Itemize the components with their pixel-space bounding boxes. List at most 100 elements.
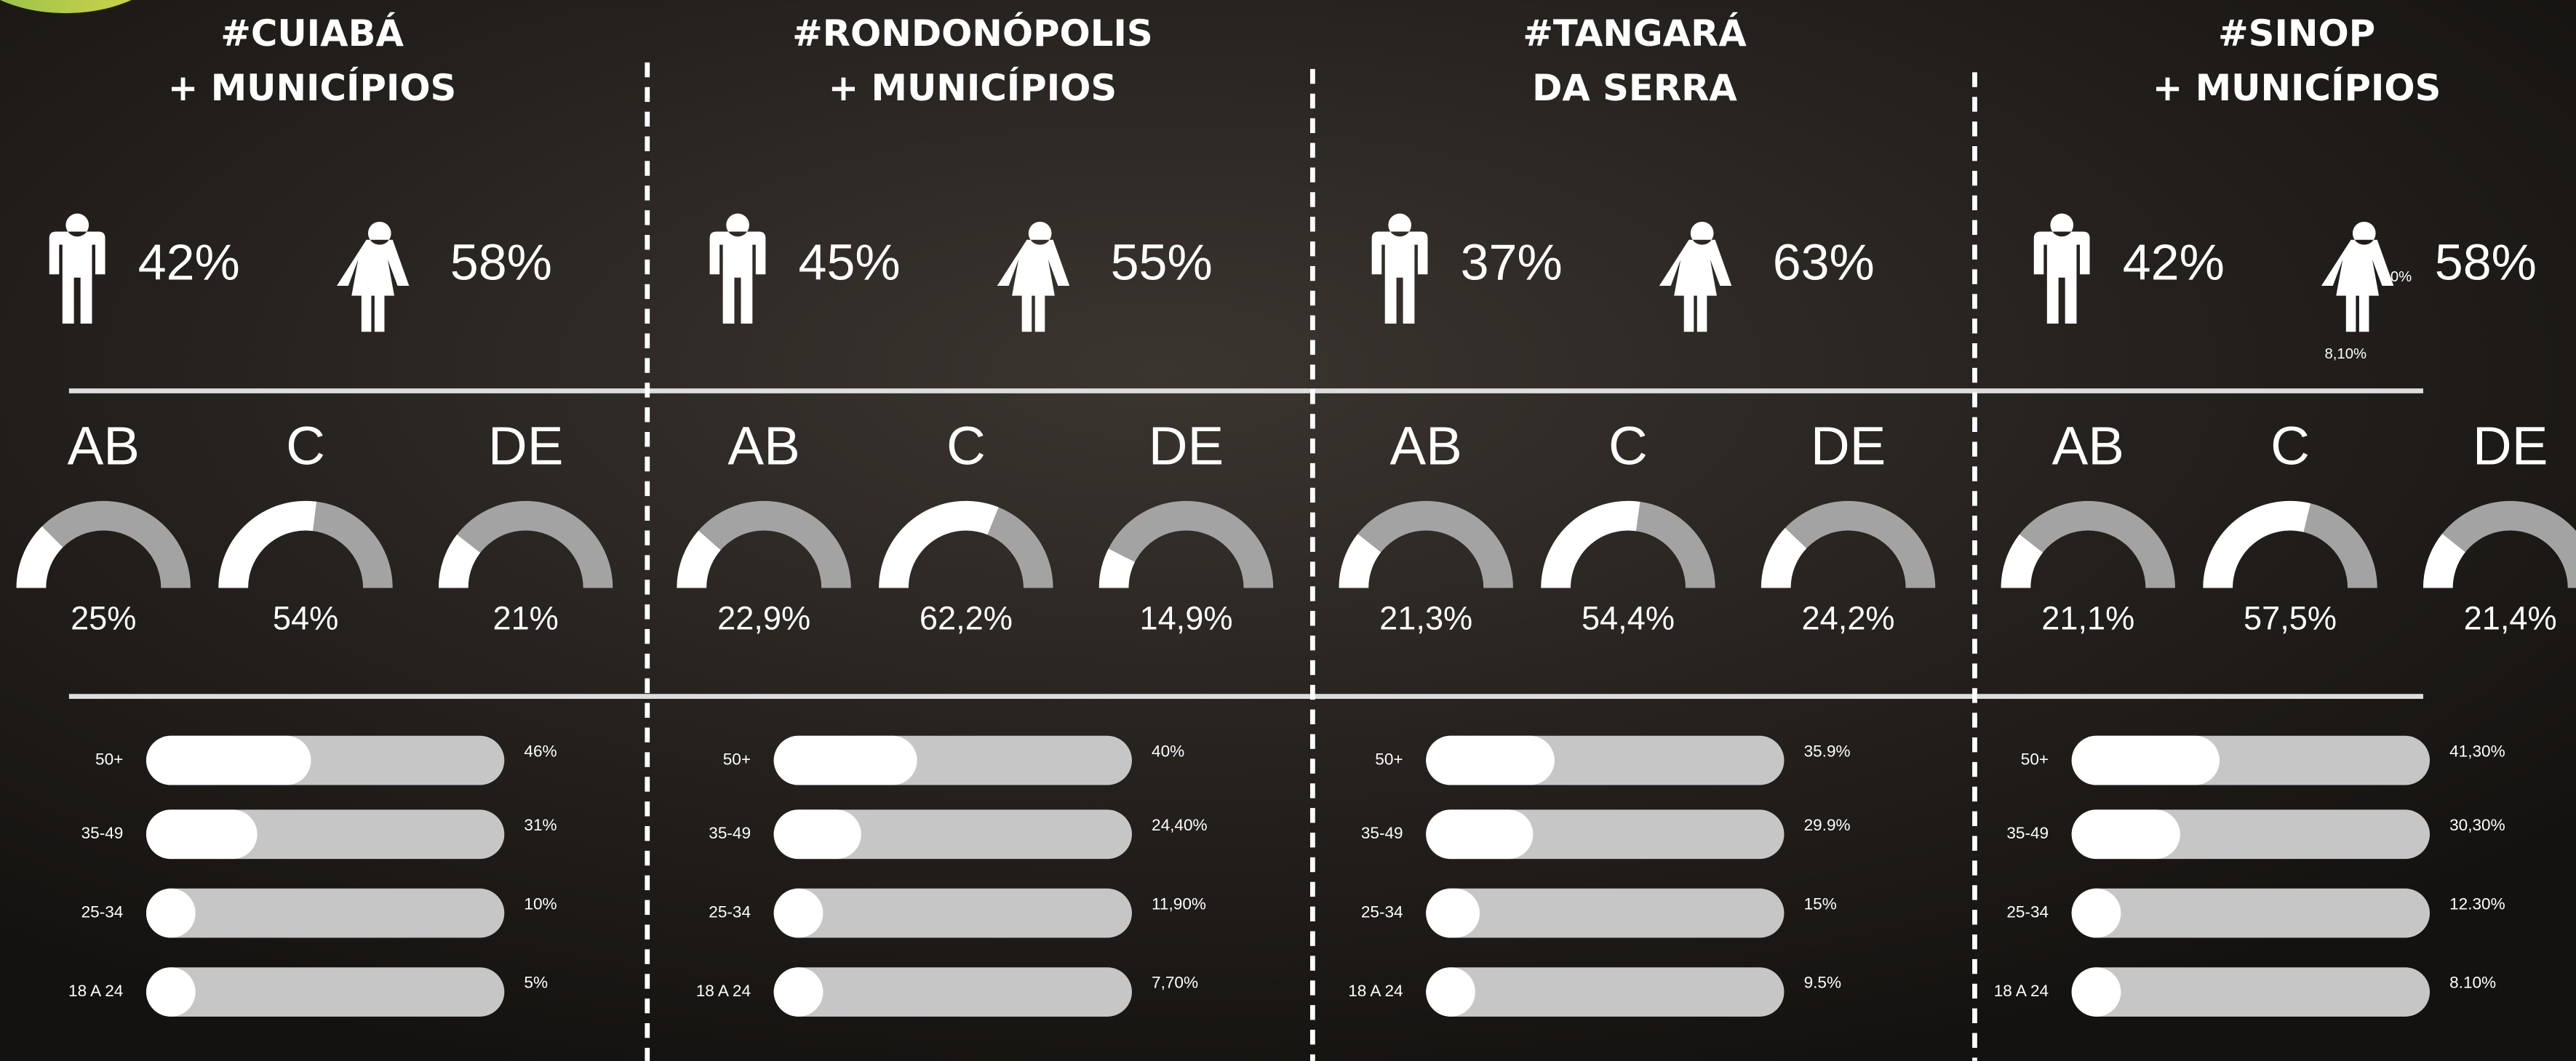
age-track: [773, 967, 1132, 1017]
age-fill: [2071, 888, 2121, 938]
age-share: 11,90%: [1152, 894, 1206, 913]
female-share: 63%: [1773, 233, 1875, 290]
gauge-track: [1098, 500, 1274, 588]
female-icon: [997, 221, 1070, 332]
gauge-fill: [1541, 500, 1640, 588]
age-name: 25-34: [81, 903, 124, 921]
age-track: [145, 888, 505, 938]
class-share: 54%: [273, 600, 338, 637]
age-fill: [2071, 809, 2180, 860]
age-share: 41,30%: [2449, 742, 2505, 760]
gauge-fill: [2203, 500, 2310, 588]
age-share: 10%: [524, 894, 557, 913]
region-title: + MUNICÍPIOS: [168, 66, 457, 109]
class-name: AB: [2052, 416, 2124, 476]
gauge-track: [16, 500, 191, 588]
class-name: C: [946, 416, 986, 476]
male-share: 42%: [138, 233, 240, 290]
class-name: C: [1608, 416, 1648, 476]
class-share: 21,3%: [1379, 600, 1472, 637]
age-fill: [145, 967, 196, 1017]
male-icon: [709, 213, 766, 324]
region-title: #CUIABÁ: [220, 12, 404, 55]
age-share: 8.10%: [2449, 974, 2496, 992]
stray-label: 8,10%: [2324, 346, 2366, 362]
age-name: 50+: [2021, 750, 2049, 769]
dividers: [645, 62, 1977, 1061]
class-share: 54,4%: [1582, 600, 1675, 637]
age-track: [773, 809, 1132, 860]
age-name: 25-34: [1361, 903, 1403, 921]
gauge-fill: [1339, 534, 1381, 588]
age-share: 31%: [524, 816, 557, 834]
age-fill: [2071, 735, 2220, 785]
class-name: DE: [488, 416, 564, 476]
age-share: 46%: [524, 742, 557, 760]
gauge-track: [677, 500, 851, 588]
gauge-fill: [1098, 548, 1135, 588]
class-share: 21%: [493, 600, 558, 637]
class-share: 62,2%: [920, 600, 1013, 637]
region-title: + MUNICÍPIOS: [2153, 66, 2441, 109]
class-share: 21,4%: [2464, 600, 2557, 637]
class-name: DE: [1149, 416, 1224, 476]
male-icon: [49, 213, 105, 324]
region-title: DA SERRA: [1532, 67, 1737, 109]
gauge-fill: [438, 534, 481, 588]
age-fill: [773, 967, 824, 1017]
region-title: #SINOP: [2218, 12, 2375, 55]
gauge-track: [1339, 500, 1513, 588]
gauge-track: [1760, 500, 1936, 588]
age-fill: [145, 809, 258, 860]
female-share: 55%: [1111, 233, 1213, 290]
age-share: 29.9%: [1804, 816, 1851, 834]
age-track: [1426, 967, 1785, 1017]
age-name: 35-49: [1361, 824, 1403, 842]
age-name: 25-34: [709, 903, 751, 921]
region-title: #TANGARÁ: [1523, 12, 1747, 55]
gauge-fill: [1760, 528, 1807, 588]
male-share: 37%: [1461, 233, 1563, 290]
age-share: 5%: [524, 974, 548, 992]
age-name: 18 A 24: [1994, 982, 2049, 1000]
region-title: + MUNICÍPIOS: [829, 66, 1117, 109]
class-name: AB: [1389, 416, 1462, 476]
region-title: #RONDONÓPOLIS: [792, 12, 1152, 55]
age-fill: [1426, 809, 1534, 860]
age-share: 30,30%: [2449, 816, 2505, 834]
male-share: 45%: [799, 233, 901, 290]
age-name: 35-49: [81, 824, 124, 842]
age-share: 40%: [1152, 742, 1184, 760]
class-share: 57,5%: [2244, 600, 2337, 637]
gauge-track: [2001, 500, 2175, 588]
age-name: 35-49: [2006, 824, 2049, 842]
age-name: 18 A 24: [696, 982, 751, 1000]
male-icon: [1371, 213, 1428, 324]
class-share: 21,1%: [2041, 600, 2134, 637]
male-icon: [2033, 213, 2090, 324]
class-share: 25%: [71, 600, 136, 637]
class-name: C: [286, 416, 325, 476]
age-track: [145, 967, 505, 1017]
class-name: AB: [68, 416, 140, 476]
age-fill: [145, 735, 311, 785]
age-name: 50+: [1375, 750, 1403, 769]
age-track: [2071, 967, 2431, 1017]
female-icon: [1659, 221, 1732, 332]
female-share: 58%: [2435, 233, 2537, 290]
gauge-track: [438, 500, 613, 588]
age-share: 24,40%: [1152, 816, 1208, 834]
gauge-fill: [2423, 533, 2465, 588]
age-share: 15%: [1804, 894, 1837, 913]
age-name: 35-49: [709, 824, 751, 842]
gauge-track: [2423, 500, 2576, 588]
class-share: 24,2%: [1802, 600, 1895, 637]
age-fill: [1426, 888, 1480, 938]
age-name: 18 A 24: [68, 982, 123, 1000]
age-name: 25-34: [2006, 903, 2049, 921]
age-track: [1426, 888, 1785, 938]
gauge-fill: [677, 530, 721, 588]
age-track: [2071, 888, 2431, 938]
